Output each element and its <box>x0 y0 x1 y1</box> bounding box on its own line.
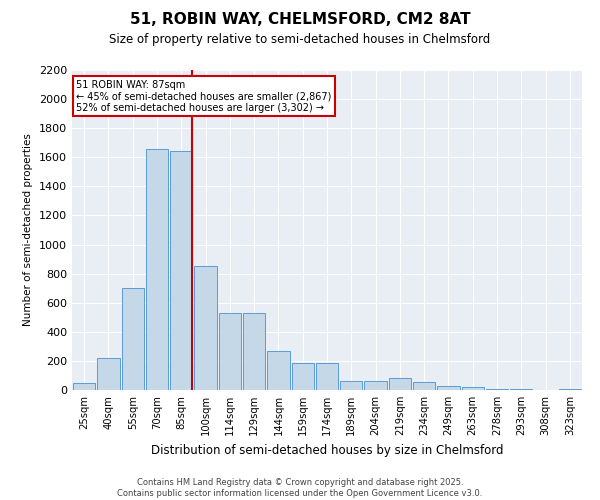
Bar <box>437 386 460 390</box>
Bar <box>461 387 484 390</box>
Bar <box>486 388 508 390</box>
Bar <box>97 358 119 390</box>
Bar <box>364 380 387 390</box>
Bar <box>413 382 436 390</box>
Bar <box>389 378 411 390</box>
Bar <box>316 363 338 390</box>
Bar <box>170 152 193 390</box>
Text: 51 ROBIN WAY: 87sqm
← 45% of semi-detached houses are smaller (2,867)
52% of sem: 51 ROBIN WAY: 87sqm ← 45% of semi-detach… <box>76 80 332 113</box>
Bar <box>73 382 95 390</box>
Text: Size of property relative to semi-detached houses in Chelmsford: Size of property relative to semi-detach… <box>109 32 491 46</box>
Bar <box>340 380 362 390</box>
Bar <box>267 352 290 390</box>
Text: 51, ROBIN WAY, CHELMSFORD, CM2 8AT: 51, ROBIN WAY, CHELMSFORD, CM2 8AT <box>130 12 470 28</box>
Bar <box>194 266 217 390</box>
Y-axis label: Number of semi-detached properties: Number of semi-detached properties <box>23 134 34 326</box>
Bar <box>243 313 265 390</box>
Bar <box>292 363 314 390</box>
Bar <box>122 288 144 390</box>
Bar <box>218 313 241 390</box>
X-axis label: Distribution of semi-detached houses by size in Chelmsford: Distribution of semi-detached houses by … <box>151 444 503 456</box>
Bar <box>146 148 168 390</box>
Text: Contains HM Land Registry data © Crown copyright and database right 2025.
Contai: Contains HM Land Registry data © Crown c… <box>118 478 482 498</box>
